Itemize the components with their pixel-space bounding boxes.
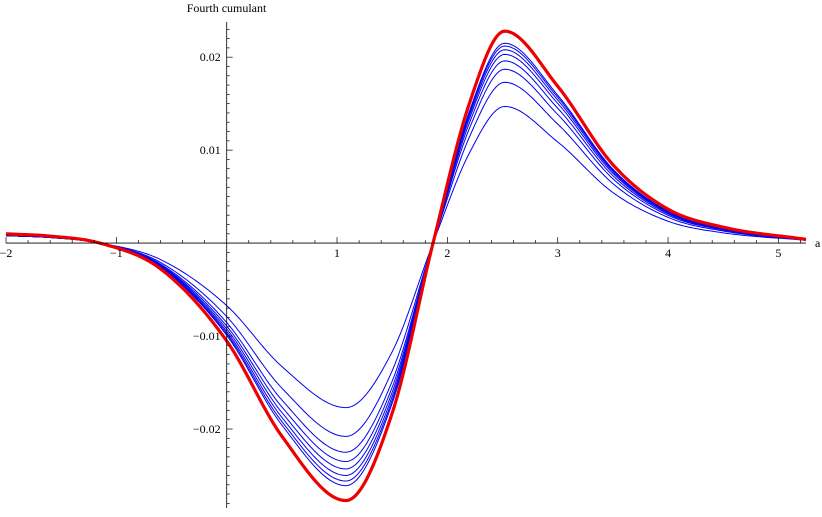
x-tick-label: −1 xyxy=(110,246,123,260)
y-axis-title: Fourth cumulant xyxy=(187,1,267,15)
y-tick-label: −0.01 xyxy=(193,329,221,343)
axes: −2 −1 1 2 3 4 5 0.02 0.01 −0.01 −0.02 xyxy=(0,22,806,508)
x-tick-label: 3 xyxy=(555,246,561,260)
x-tick-label: 5 xyxy=(775,246,781,260)
series-line-1 xyxy=(5,105,807,409)
series-line-5 xyxy=(5,53,807,470)
series-line-6 xyxy=(5,49,807,476)
y-axis-ticks: 0.02 0.01 −0.01 −0.02 xyxy=(193,28,233,504)
series-line-2 xyxy=(5,81,807,437)
x-tick-label: 1 xyxy=(334,246,340,260)
x-axis-title: a xyxy=(815,236,821,250)
series-line-8 xyxy=(5,42,807,487)
series-line-3 xyxy=(5,68,807,453)
series-line-9 xyxy=(5,29,807,503)
x-tick-label: 4 xyxy=(665,246,671,260)
series-curves xyxy=(5,29,807,503)
x-axis-ticks: −2 −1 1 2 3 4 5 xyxy=(0,237,801,260)
series-line-7 xyxy=(5,45,807,482)
series-line-4 xyxy=(5,60,807,463)
x-tick-label: 2 xyxy=(444,246,450,260)
x-tick-label: −2 xyxy=(0,246,12,260)
y-tick-label: −0.02 xyxy=(193,422,221,436)
y-tick-label: 0.01 xyxy=(200,143,221,157)
y-tick-label: 0.02 xyxy=(200,50,221,64)
